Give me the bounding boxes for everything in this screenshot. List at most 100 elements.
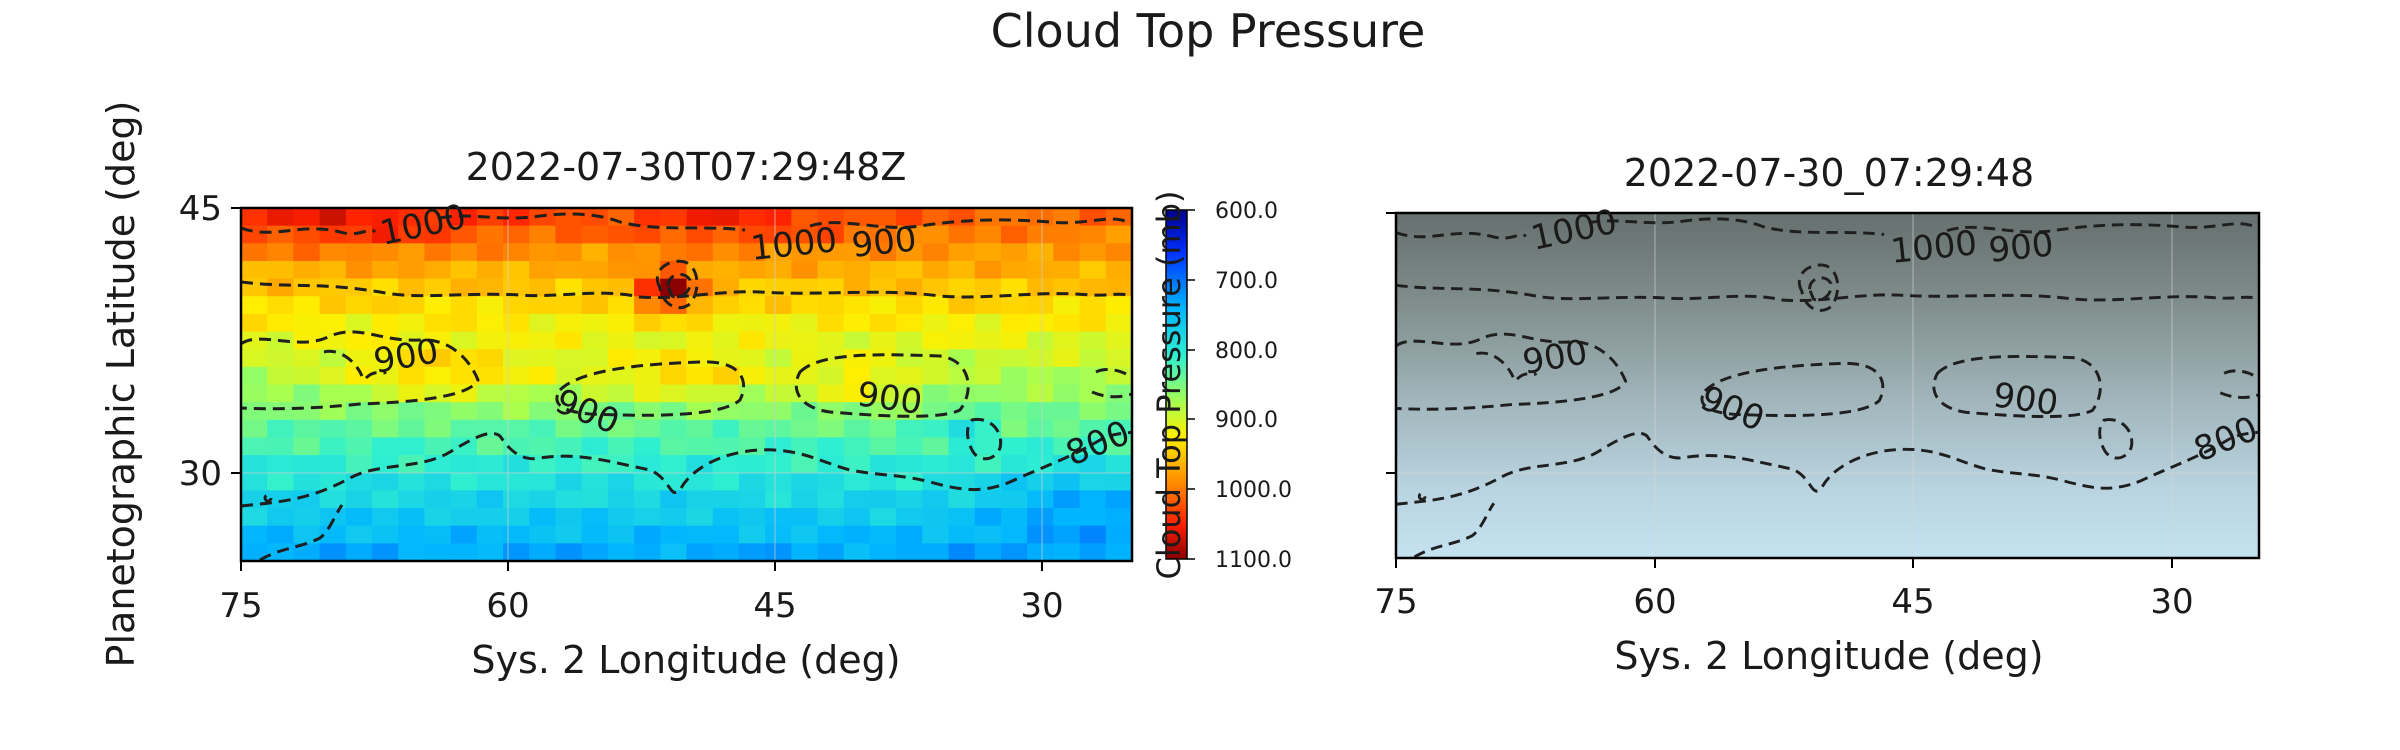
heatmap-cell [555, 260, 583, 280]
heatmap-cell [634, 313, 661, 333]
heatmap-cell [843, 384, 871, 403]
heatmap-cell [476, 455, 504, 474]
heatmap-cell [948, 543, 976, 561]
heatmap-cell [529, 296, 557, 315]
heatmap-cell [529, 437, 557, 456]
heatmap-cell [1027, 455, 1054, 474]
heatmap-cell [686, 490, 714, 509]
heatmap-cell [843, 472, 871, 491]
heatmap-cell [424, 437, 452, 456]
heatmap-cell [581, 525, 609, 544]
heatmap-cell [372, 525, 399, 544]
heatmap-cell [476, 384, 504, 403]
heatmap-cell [634, 508, 661, 527]
heatmap-cell [1105, 278, 1132, 297]
heatmap-cell [843, 455, 871, 474]
heatmap-cell [712, 490, 740, 509]
left-panel-title: 2022-07-30T07:29:48Z [466, 145, 907, 189]
heatmap-cell [267, 278, 295, 297]
heatmap-cell [450, 331, 478, 350]
right-gridlines [1396, 213, 2259, 558]
heatmap-cell [424, 208, 452, 227]
heatmap-cell [607, 331, 635, 350]
heatmap-cell [372, 243, 399, 262]
heatmap-cell [503, 366, 530, 386]
heatmap-cell [267, 455, 295, 474]
heatmap-cell [791, 313, 819, 333]
heatmap-cell [791, 260, 819, 280]
x-tick-label: 45 [753, 586, 796, 626]
heatmap-cell [267, 296, 295, 315]
heatmap-cell [948, 455, 976, 474]
heatmap-cell [319, 331, 347, 350]
heatmap-cell [372, 384, 399, 403]
heatmap-cell [607, 543, 635, 561]
heatmap-cell [424, 525, 452, 544]
heatmap-cell [765, 525, 792, 544]
heatmap-cell [503, 419, 530, 439]
colorbar-label: Cloud Top Pressure (mb) [1150, 190, 1188, 579]
heatmap-cell [293, 313, 321, 333]
heatmap-cell [503, 472, 530, 491]
heatmap-cell [738, 419, 766, 439]
colorbar: 600.0 700.0 800.0 900.0 1000.0 1100.0 Cl… [1150, 190, 1292, 579]
heatmap-cell [607, 366, 635, 386]
heatmap-cell [974, 455, 1002, 474]
heatmap-cell [319, 296, 347, 315]
heatmap-cell [607, 313, 635, 333]
heatmap-cell [765, 331, 792, 350]
heatmap-cell [1105, 243, 1132, 262]
heatmap-cell [1000, 278, 1028, 297]
heatmap-cell [607, 260, 635, 280]
heatmap-cell [896, 543, 923, 561]
colorbar-tick-label: 800.0 [1215, 339, 1278, 364]
y-tick-label: 30 [179, 454, 222, 494]
heatmap-cell [843, 225, 871, 244]
heatmap-cell [1000, 419, 1028, 439]
y-axis-label: Planetographic Latitude (deg) [99, 101, 143, 668]
heatmap-cell [293, 402, 321, 421]
heatmap-cell [738, 525, 766, 544]
heatmap-cell [1053, 313, 1081, 333]
heatmap-cell [922, 331, 950, 350]
heatmap-cell [922, 278, 950, 297]
heatmap-cell [1105, 366, 1132, 386]
heatmap-cell [765, 437, 792, 456]
heatmap-cell [1105, 543, 1132, 561]
heatmap-cell [424, 366, 452, 386]
heatmap-cell [1027, 525, 1054, 544]
heatmap-cell [372, 225, 399, 244]
heatmap-cell [267, 366, 295, 386]
heatmap-cell [738, 437, 766, 456]
heatmap-cell [1000, 455, 1028, 474]
heatmap-cell [686, 437, 714, 456]
heatmap-cell [241, 437, 268, 456]
heatmap-cell [634, 331, 661, 350]
heatmap-cell [974, 331, 1002, 350]
left-y-axis: 45 30 Planetographic Latitude (deg) [99, 101, 241, 668]
heatmap-cell [1027, 366, 1054, 386]
heatmap-cell [1105, 260, 1132, 280]
heatmap-cell [398, 508, 426, 527]
x-tick-label: 30 [1020, 586, 1063, 626]
heatmap-cell [869, 437, 897, 456]
heatmap-cell [345, 543, 373, 561]
heatmap-cell [1000, 490, 1028, 509]
heatmap-cell [607, 278, 635, 297]
heatmap-cell [738, 543, 766, 561]
heatmap-cell [974, 384, 1002, 403]
heatmap-cell [319, 260, 347, 280]
heatmap-cell [1027, 208, 1054, 227]
heatmap-cell [660, 225, 688, 244]
heatmap-cell [241, 296, 268, 315]
heatmap-cell [345, 455, 373, 474]
heatmap-cell [660, 490, 688, 509]
heatmap-cell [476, 278, 504, 297]
heatmap-cell [1053, 331, 1081, 350]
heatmap-cell [843, 260, 871, 280]
heatmap-cell [869, 419, 897, 439]
right-axes-frame [1394, 211, 2261, 560]
heatmap-cell [843, 296, 871, 315]
heatmap-cell [319, 243, 347, 262]
heatmap-cell [345, 508, 373, 527]
